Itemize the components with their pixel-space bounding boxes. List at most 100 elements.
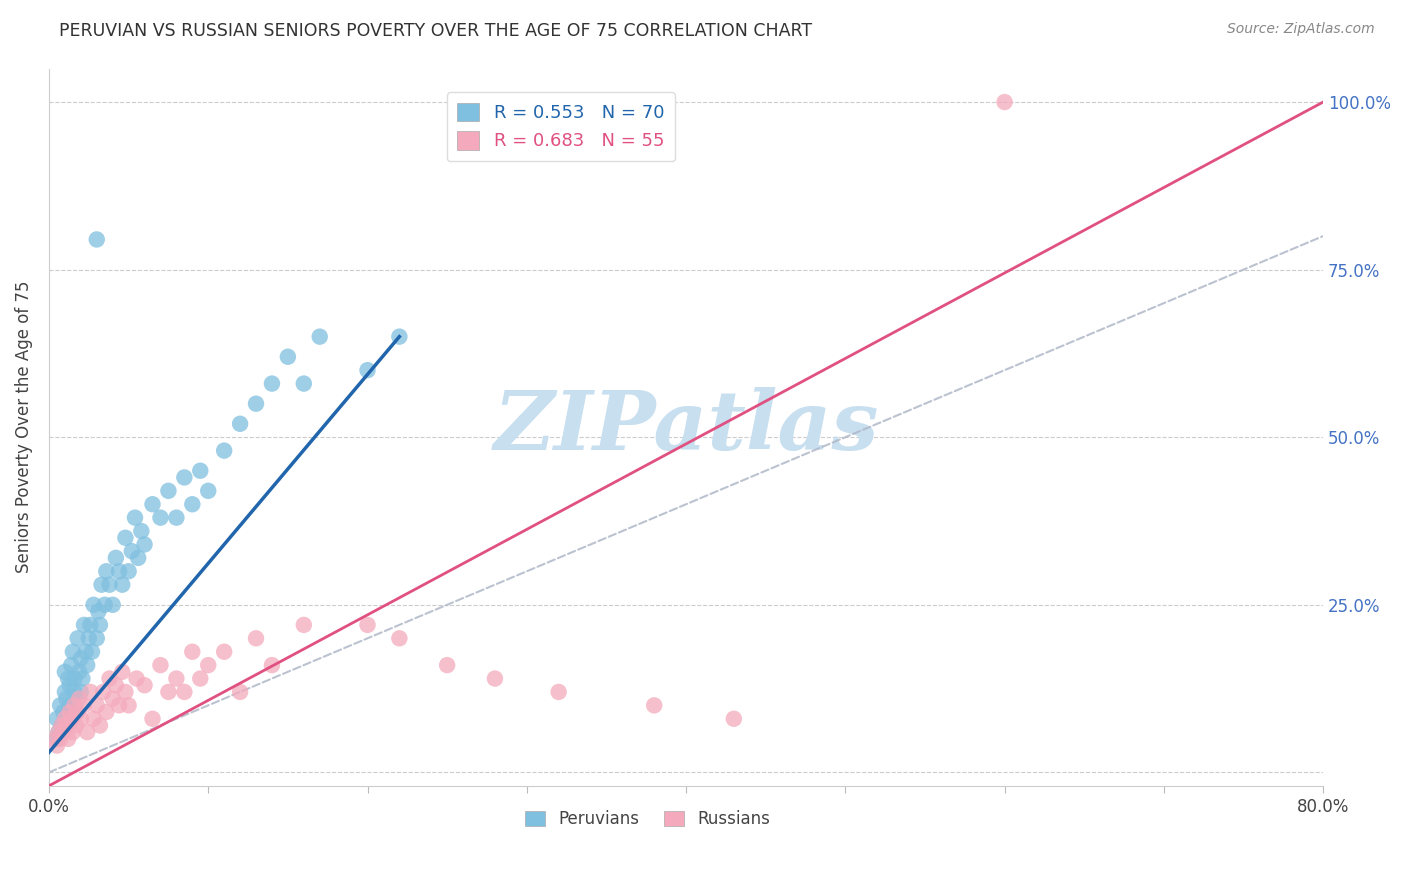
Point <box>141 497 163 511</box>
Point <box>197 658 219 673</box>
Point <box>124 510 146 524</box>
Point <box>165 510 187 524</box>
Point <box>51 718 73 732</box>
Point <box>173 685 195 699</box>
Point <box>77 632 100 646</box>
Point <box>93 598 115 612</box>
Point <box>69 712 91 726</box>
Point <box>69 651 91 665</box>
Point <box>91 685 114 699</box>
Point <box>83 712 105 726</box>
Point <box>51 718 73 732</box>
Point <box>229 685 252 699</box>
Point <box>157 483 180 498</box>
Point <box>104 550 127 565</box>
Point <box>90 577 112 591</box>
Point <box>66 705 89 719</box>
Point <box>277 350 299 364</box>
Point <box>108 564 131 578</box>
Point <box>308 329 330 343</box>
Point <box>121 544 143 558</box>
Point <box>59 705 82 719</box>
Point <box>48 725 70 739</box>
Point <box>104 678 127 692</box>
Point <box>114 531 136 545</box>
Point <box>994 95 1017 109</box>
Y-axis label: Seniors Poverty Over the Age of 75: Seniors Poverty Over the Age of 75 <box>15 281 32 574</box>
Point <box>260 658 283 673</box>
Point <box>131 524 153 538</box>
Point <box>188 464 211 478</box>
Point <box>60 712 83 726</box>
Point <box>76 725 98 739</box>
Point <box>44 731 66 746</box>
Point <box>65 718 87 732</box>
Point <box>127 550 149 565</box>
Point <box>59 698 82 713</box>
Point <box>98 577 121 591</box>
Point <box>149 658 172 673</box>
Point <box>49 731 72 746</box>
Point <box>292 618 315 632</box>
Point <box>188 672 211 686</box>
Point <box>67 691 90 706</box>
Point <box>87 605 110 619</box>
Point <box>181 645 204 659</box>
Point <box>67 665 90 679</box>
Point <box>96 705 118 719</box>
Text: ZIPatlas: ZIPatlas <box>494 387 879 467</box>
Point <box>56 731 79 746</box>
Point <box>56 705 79 719</box>
Point <box>101 598 124 612</box>
Point <box>547 685 569 699</box>
Point <box>66 632 89 646</box>
Point <box>134 678 156 692</box>
Point <box>98 672 121 686</box>
Point <box>86 698 108 713</box>
Point <box>149 510 172 524</box>
Point <box>388 632 411 646</box>
Point <box>388 329 411 343</box>
Point <box>63 685 86 699</box>
Point <box>53 712 76 726</box>
Point <box>86 232 108 246</box>
Point <box>73 618 96 632</box>
Point <box>723 712 745 726</box>
Point <box>45 712 67 726</box>
Point <box>63 672 86 686</box>
Point <box>60 658 83 673</box>
Point <box>89 718 111 732</box>
Point <box>86 632 108 646</box>
Point <box>165 672 187 686</box>
Point <box>643 698 665 713</box>
Point <box>117 698 139 713</box>
Point <box>111 665 134 679</box>
Point <box>79 618 101 632</box>
Point <box>56 672 79 686</box>
Point <box>60 712 83 726</box>
Point <box>229 417 252 431</box>
Point <box>134 537 156 551</box>
Point <box>62 698 84 713</box>
Point <box>79 685 101 699</box>
Point <box>49 698 72 713</box>
Point <box>96 564 118 578</box>
Point <box>356 363 378 377</box>
Point <box>436 658 458 673</box>
Point <box>212 645 235 659</box>
Point <box>197 483 219 498</box>
Point <box>117 564 139 578</box>
Point <box>53 685 76 699</box>
Point <box>62 725 84 739</box>
Point <box>181 497 204 511</box>
Point <box>53 712 76 726</box>
Point <box>45 731 67 746</box>
Point <box>55 691 77 706</box>
Point <box>52 705 75 719</box>
Point <box>292 376 315 391</box>
Point <box>260 376 283 391</box>
Point <box>52 725 75 739</box>
Point <box>48 725 70 739</box>
Point <box>125 672 148 686</box>
Point <box>157 685 180 699</box>
